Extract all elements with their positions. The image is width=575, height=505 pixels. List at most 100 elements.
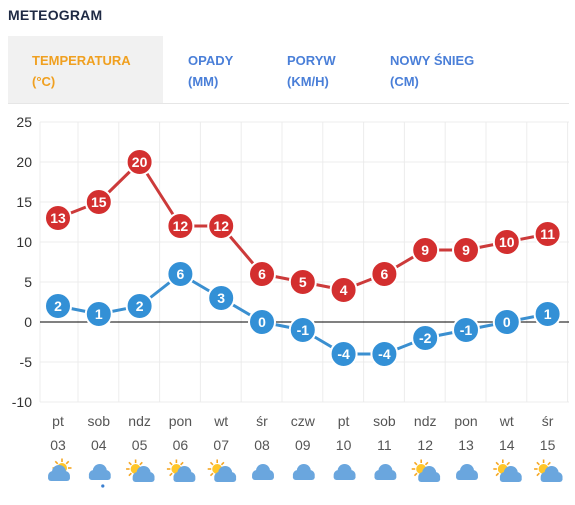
data-label: 10 bbox=[499, 234, 515, 250]
sunny-cloudy-icon bbox=[411, 459, 441, 482]
page-title: METEOGRAM bbox=[8, 7, 103, 23]
partly-cloudy-icon bbox=[48, 458, 72, 481]
tab-temperatura-label: TEMPERATURA bbox=[32, 53, 131, 68]
data-point bbox=[492, 308, 521, 336]
x-tick-day: pt bbox=[338, 413, 350, 429]
data-label: 12 bbox=[173, 218, 189, 234]
data-label: 15 bbox=[91, 194, 107, 210]
x-tick-day: sob bbox=[88, 413, 111, 429]
tab-nowy-snieg[interactable]: NOWY ŚNIEG (CM) bbox=[390, 36, 510, 103]
tab-opady-unit: (MM) bbox=[188, 74, 219, 89]
tab-poryw-label: PORYW bbox=[287, 53, 336, 68]
cloud-icon bbox=[456, 464, 478, 480]
data-label: -4 bbox=[378, 346, 391, 362]
sunny-cloudy-icon bbox=[166, 459, 196, 482]
x-tick-day: czw bbox=[291, 413, 316, 429]
data-label: -4 bbox=[337, 346, 350, 362]
data-label: 2 bbox=[54, 298, 62, 314]
x-tick-date: 08 bbox=[254, 437, 270, 453]
y-tick-label: 15 bbox=[16, 194, 32, 210]
data-label: 13 bbox=[50, 210, 66, 226]
data-point bbox=[166, 260, 195, 288]
data-point bbox=[207, 284, 236, 312]
tab-opady[interactable]: OPADY (MM) bbox=[188, 36, 268, 103]
data-label: -1 bbox=[460, 322, 473, 338]
data-point bbox=[329, 340, 358, 368]
x-tick-day: pon bbox=[169, 413, 192, 429]
data-label: 1 bbox=[95, 306, 103, 322]
data-label: 6 bbox=[177, 266, 185, 282]
data-label: 3 bbox=[217, 290, 225, 306]
data-label: 0 bbox=[258, 314, 266, 330]
data-label: 9 bbox=[462, 242, 470, 258]
data-point bbox=[44, 204, 72, 232]
x-tick-date: 11 bbox=[377, 437, 392, 453]
y-tick-label: 25 bbox=[16, 114, 32, 130]
tab-opady-label: OPADY bbox=[188, 53, 234, 68]
sunny-cloudy-icon bbox=[534, 459, 563, 482]
data-label: 4 bbox=[340, 282, 348, 298]
x-tick-day: pt bbox=[52, 413, 64, 429]
x-tick-day: sob bbox=[373, 413, 396, 429]
y-tick-label: 10 bbox=[16, 234, 32, 250]
sunny-cloudy-icon bbox=[126, 459, 155, 482]
x-tick-day: wt bbox=[499, 413, 514, 429]
sunny-cloudy-icon bbox=[493, 459, 522, 482]
x-tick-date: 03 bbox=[50, 437, 66, 453]
sunny-cloudy-icon bbox=[207, 459, 237, 482]
data-point bbox=[207, 212, 236, 240]
x-tick-date: 05 bbox=[132, 437, 148, 453]
data-point bbox=[329, 276, 358, 304]
x-tick-day: ndz bbox=[414, 413, 437, 429]
data-point bbox=[533, 220, 562, 248]
data-point bbox=[125, 292, 154, 320]
tab-temperatura[interactable]: TEMPERATURA (°C) bbox=[8, 36, 163, 103]
data-point bbox=[370, 260, 399, 288]
data-point bbox=[452, 236, 480, 264]
data-label: 9 bbox=[421, 242, 429, 258]
data-point bbox=[44, 292, 72, 320]
x-tick-date: 07 bbox=[213, 437, 229, 453]
data-label: 6 bbox=[258, 266, 266, 282]
data-label: 0 bbox=[503, 314, 511, 330]
data-label: -1 bbox=[297, 322, 310, 338]
y-tick-label: 20 bbox=[16, 154, 32, 170]
rain-cloud-icon bbox=[88, 464, 111, 488]
data-point bbox=[452, 316, 480, 344]
data-point bbox=[492, 228, 521, 256]
data-label: 5 bbox=[299, 274, 307, 290]
x-tick-day: śr bbox=[542, 413, 554, 429]
x-tick-date: 04 bbox=[91, 437, 107, 453]
data-point bbox=[288, 268, 317, 296]
y-tick-label: -5 bbox=[20, 354, 33, 370]
data-label: -2 bbox=[419, 330, 432, 346]
tab-bar: TEMPERATURA (°C) OPADY (MM) PORYW (KM/H)… bbox=[8, 36, 569, 104]
cloud-icon bbox=[252, 464, 274, 480]
cloud-icon bbox=[374, 464, 397, 480]
data-point bbox=[411, 236, 440, 264]
data-label: 20 bbox=[132, 154, 148, 170]
x-tick-date: 09 bbox=[295, 437, 311, 453]
cloud-icon bbox=[333, 464, 356, 480]
x-tick-day: śr bbox=[256, 413, 268, 429]
tab-nowy-snieg-label: NOWY ŚNIEG bbox=[390, 53, 475, 68]
data-point bbox=[370, 340, 399, 368]
x-tick-date: 14 bbox=[499, 437, 515, 453]
x-tick-date: 13 bbox=[458, 437, 474, 453]
y-tick-label: -10 bbox=[12, 394, 32, 410]
x-tick-date: 10 bbox=[336, 437, 352, 453]
data-point bbox=[533, 300, 562, 328]
y-tick-label: 5 bbox=[24, 274, 32, 290]
tab-poryw[interactable]: PORYW (KM/H) bbox=[287, 36, 367, 103]
data-label: 2 bbox=[136, 298, 144, 314]
data-label: 12 bbox=[213, 218, 229, 234]
cloud-icon bbox=[292, 464, 315, 480]
data-point bbox=[166, 212, 195, 240]
x-tick-day: wt bbox=[213, 413, 228, 429]
x-tick-day: pon bbox=[454, 413, 477, 429]
x-tick-day: ndz bbox=[128, 413, 151, 429]
data-label: 11 bbox=[540, 226, 555, 242]
data-point bbox=[248, 260, 276, 288]
x-tick-date: 15 bbox=[540, 437, 556, 453]
